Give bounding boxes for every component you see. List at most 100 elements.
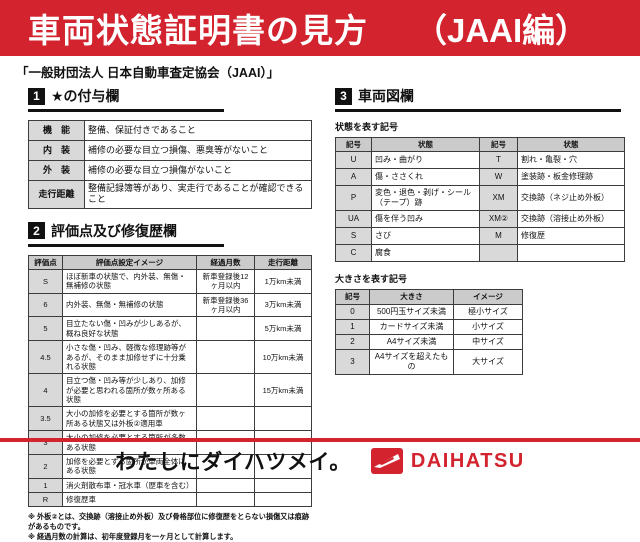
table-cell: 大小の加修を必要とする箇所が数ヶ所ある状態又は外板②適用車 — [62, 406, 197, 432]
table-cell — [196, 430, 255, 455]
table-row: 6 内外装、無傷・無補修の状態 新車登録後36ヶ月以内 3万km未満 — [28, 292, 312, 318]
table-cell: UA — [335, 210, 372, 229]
column-header: 評価点設定イメージ — [62, 254, 197, 270]
table-row: 走行距離 整備記録簿等があり、実走行であることが確認できること — [28, 180, 312, 209]
table-cell: C — [335, 244, 372, 263]
table-row: 1 消火剤散布車・冠水車（歴車を含む） — [28, 477, 312, 494]
table-cell: 補修の必要な目立つ損傷がないこと — [84, 160, 312, 181]
table-cell: 15万km未満 — [254, 373, 312, 408]
condition-symbols-table: 記号 状態 記号 状態 U 凹み・曲がり T 割れ・亀裂・穴 A 傷・ささくれ W 塗装跡・板金修理跡… — [335, 136, 625, 263]
table-cell: XM — [479, 185, 518, 212]
table-cell: 極小サイズ — [453, 303, 523, 320]
table-cell: 目立たない傷・凹みが少しあるが、概ね良好な状態 — [62, 316, 197, 342]
table-cell: 1 — [28, 477, 63, 494]
table-cell — [196, 373, 255, 408]
table-cell: M — [479, 227, 518, 246]
table-cell: 塗装跡・板金修理跡 — [517, 168, 625, 187]
table-cell: 補修の必要な目立つ損傷、悪臭等がないこと — [84, 140, 312, 161]
table-cell: 外 装 — [28, 160, 85, 181]
table-row: 2 加修を必要とする箇所が車両全体にある状態 — [28, 453, 312, 479]
table-cell: A4サイズ未満 — [369, 333, 454, 350]
section-title: 車両図欄 — [358, 88, 414, 104]
table-row: 機 能整備、保証付きであること — [28, 120, 312, 141]
table-cell: 3 — [28, 430, 63, 455]
table-cell: 加修を必要とする箇所が車両全体にある状態 — [62, 453, 197, 479]
section-title: ★の付与欄 — [51, 88, 120, 104]
table-cell: 1 — [335, 318, 370, 335]
table-cell: 内 装 — [28, 140, 85, 161]
table-cell: 3.5 — [28, 406, 63, 432]
footer: わたしにダイハツメイ。 DAIHATSU — [0, 444, 640, 478]
section-number-badge: 2 — [28, 222, 45, 239]
table-cell — [196, 491, 255, 508]
table-cell: カードサイズ未満 — [369, 318, 454, 335]
column-header: 大きさ — [369, 289, 454, 305]
right-column: 3 車両図欄 状態を表す記号 記号 状態 記号 状態 U 凹み・曲がり T 割れ・亀裂・穴 A 傷… — [335, 86, 625, 375]
daihatsu-logo-icon — [370, 448, 403, 474]
organization-subtitle: 「一般財団法人 日本自動車査定協会（JAAI）」 — [16, 66, 280, 80]
table-cell: 内外装、無傷・無補修の状態 — [62, 292, 197, 318]
table-cell: 2 — [28, 453, 63, 479]
table-cell: 交換跡（溶接止め外板） — [517, 210, 625, 229]
column-header: 記号 — [479, 136, 518, 153]
size-symbols-table: 記号 大きさ イメージ 0 500円玉サイズ未満 極小サイズ 1 カードサイズ未満 小サイズ 2 A… — [335, 289, 523, 375]
table-row: 4.5 小さな傷・凹み、軽微な修理跡等があるが、そのまま加修せずに十分乗れる状態 1… — [28, 340, 312, 375]
table-cell: 3万km未満 — [254, 292, 312, 318]
table-cell: 4 — [28, 373, 63, 408]
column-header: 状態 — [517, 136, 625, 153]
table-cell: 5 — [28, 316, 63, 342]
table-row: S さび M 修復歴 — [335, 227, 625, 246]
table-header-row: 記号 大きさ イメージ — [335, 289, 523, 305]
table-row: 0 500円玉サイズ未満 極小サイズ — [335, 303, 523, 320]
table-header-row: 記号 状態 記号 状態 — [335, 136, 625, 153]
table-row: 5 目立たない傷・凹みが少しあるが、概ね良好な状態 5万km未満 — [28, 316, 312, 342]
table-cell: U — [335, 151, 372, 170]
table-cell: 整備、保証付きであること — [84, 120, 312, 141]
table-cell: W — [479, 168, 518, 187]
footer-divider — [0, 438, 640, 442]
table-cell: 整備記録簿等があり、実走行であることが確認できること — [84, 180, 312, 209]
table-cell: 中サイズ — [453, 333, 523, 350]
section-header-diagram: 3 車両図欄 — [335, 86, 621, 112]
column-header: 経過月数 — [196, 254, 255, 270]
table-cell: ほぼ新車の状態で、内外装、無傷・無補修の状態 — [62, 268, 197, 294]
table-cell: 500円玉サイズ未満 — [369, 303, 454, 320]
table-cell — [254, 406, 312, 432]
table-row: UA 傷を伴う凹み XM② 交換跡（溶接止め外板） — [335, 210, 625, 229]
table-cell: S — [335, 227, 372, 246]
table-cell: 走行距離 — [28, 180, 85, 209]
table-cell — [196, 340, 255, 375]
table-row: R 修復歴車 — [28, 491, 312, 508]
footnote-line: ※ 外板②とは、交換跡（溶接止め外板）及び骨格部位に修復歴をとらない損傷又は痕跡… — [28, 512, 310, 532]
table-row: C 腐食 — [335, 244, 625, 263]
table-cell — [196, 406, 255, 432]
table-cell: 6 — [28, 292, 63, 318]
section-number-badge: 3 — [335, 87, 352, 105]
table-cell: 2 — [335, 333, 370, 350]
column-header: 記号 — [335, 136, 372, 153]
table-cell: 大サイズ — [453, 348, 523, 375]
table-cell: 修復歴 — [517, 227, 625, 246]
size-symbols-label: 大きさを表す記号 — [335, 274, 408, 285]
table-row: 4 目立つ傷・凹み等が少しあり、加修が必要と思われる箇所が数ヶ所ある状態 15万km… — [28, 373, 312, 408]
table-cell: 目立つ傷・凹み等が少しあり、加修が必要と思われる箇所が数ヶ所ある状態 — [62, 373, 197, 408]
table-cell: 4.5 — [28, 340, 63, 375]
star-criteria-table: 機 能整備、保証付きであること内 装補修の必要な目立つ損傷、悪臭等がないこと外 … — [28, 120, 312, 209]
table-cell: 3 — [335, 348, 370, 375]
table-cell: R — [28, 491, 63, 508]
section-header-star: 1 ★の付与欄 — [28, 86, 224, 112]
table-header-row: 評価点 評価点設定イメージ 経過月数 走行距離 — [28, 254, 312, 270]
column-header: イメージ — [453, 289, 523, 305]
table-cell: XM② — [479, 210, 518, 229]
table-cell: 消火剤散布車・冠水車（歴車を含む） — [62, 477, 197, 494]
table-cell: 新車登録後12ヶ月以内 — [196, 268, 255, 294]
table-cell: 割れ・亀裂・穴 — [517, 151, 625, 170]
table-cell: A4サイズを超えたもの — [369, 348, 454, 375]
column-header: 状態 — [371, 136, 480, 153]
table-cell: 傷を伴う凹み — [371, 210, 480, 229]
table-cell — [254, 491, 312, 508]
table-row: 3 A4サイズを超えたもの 大サイズ — [335, 348, 523, 375]
table-cell: 凹み・曲がり — [371, 151, 480, 170]
column-header: 走行距離 — [254, 254, 312, 270]
table-row: U 凹み・曲がり T 割れ・亀裂・穴 — [335, 151, 625, 170]
